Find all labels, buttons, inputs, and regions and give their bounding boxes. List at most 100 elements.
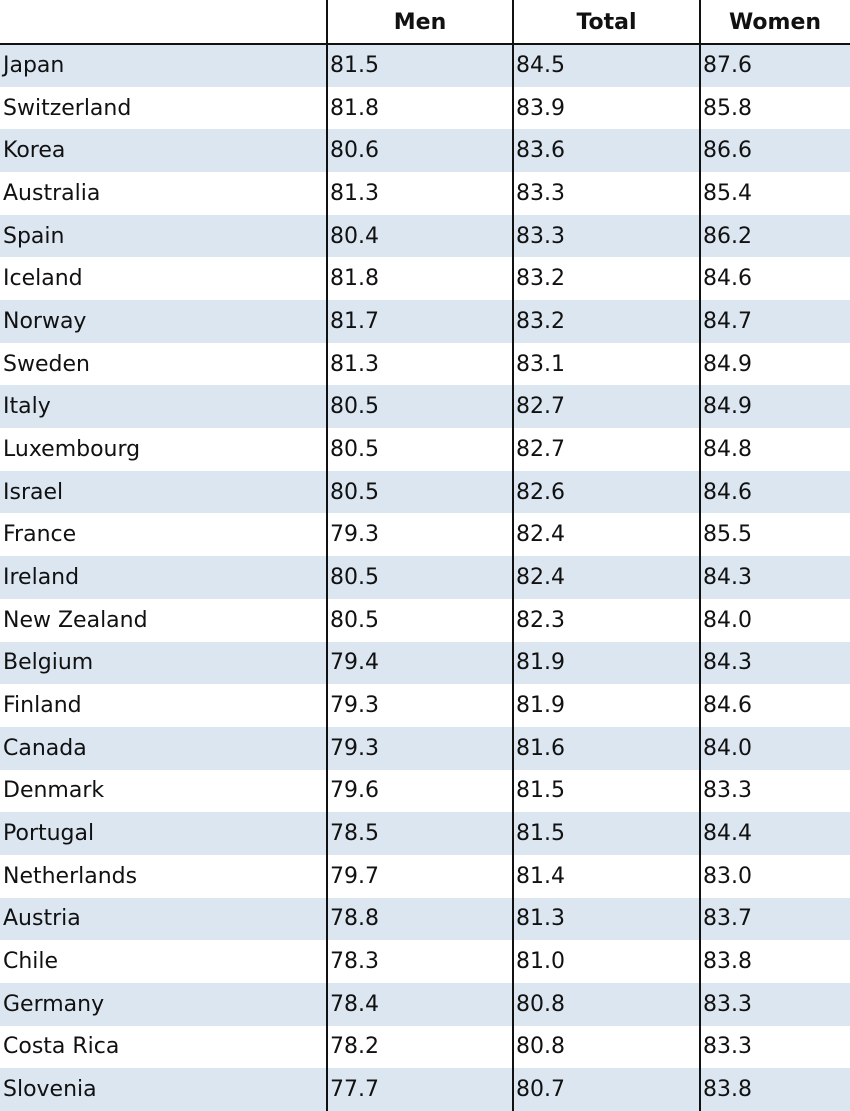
country-cell: Ireland xyxy=(3,564,80,590)
country-cell: New Zealand xyxy=(3,607,148,633)
value-cell: 82.4 xyxy=(516,564,565,590)
value-cell: 83.6 xyxy=(516,138,565,164)
column-border xyxy=(512,0,514,1111)
value-cell: 84.7 xyxy=(703,308,752,334)
country-cell: Canada xyxy=(3,735,87,761)
table-row: Italy 80.5 82.7 84.9 xyxy=(0,385,850,429)
value-cell: 80.7 xyxy=(516,1077,565,1103)
country-cell: Belgium xyxy=(3,650,94,676)
table-row: Switzerland 81.8 83.9 85.8 xyxy=(0,87,850,130)
table-row: Austria 78.8 81.3 83.7 xyxy=(0,897,850,941)
value-cell: 83.9 xyxy=(516,95,565,121)
country-cell: Germany xyxy=(3,991,105,1017)
country-cell: Luxembourg xyxy=(3,436,141,462)
country-cell: Austria xyxy=(3,906,81,932)
value-cell: 84.6 xyxy=(703,266,752,292)
country-cell: Spain xyxy=(3,223,65,249)
value-cell: 79.3 xyxy=(330,522,379,548)
value-cell: 81.0 xyxy=(516,949,565,975)
value-cell: 79.3 xyxy=(330,735,379,761)
country-cell: Finland xyxy=(3,693,82,719)
table-row: Australia 81.3 83.3 85.4 xyxy=(0,172,850,215)
value-cell: 85.5 xyxy=(703,522,752,548)
value-cell: 80.8 xyxy=(516,991,565,1017)
value-cell: 78.5 xyxy=(330,821,379,847)
value-cell: 79.4 xyxy=(330,650,379,676)
value-cell: 85.4 xyxy=(703,180,752,206)
column-header: Total xyxy=(576,9,637,35)
country-cell: Israel xyxy=(3,479,64,505)
table-row: Finland 79.3 81.9 84.6 xyxy=(0,684,850,727)
header-row: Men Total Women xyxy=(0,0,850,44)
value-cell: 84.5 xyxy=(516,52,565,78)
table-row: New Zealand 80.5 82.3 84.0 xyxy=(0,599,850,642)
table-row: Denmark 79.6 81.5 83.3 xyxy=(0,770,850,813)
value-cell: 79.6 xyxy=(330,778,379,804)
value-cell: 81.8 xyxy=(330,266,379,292)
value-cell: 83.7 xyxy=(703,906,752,932)
value-cell: 84.0 xyxy=(703,735,752,761)
table-row: Slovenia 77.7 80.7 83.8 xyxy=(0,1068,850,1111)
country-cell: Costa Rica xyxy=(3,1034,120,1060)
table-row: Canada 79.3 81.6 84.0 xyxy=(0,726,850,770)
table-row: Israel 80.5 82.6 84.6 xyxy=(0,470,850,514)
value-cell: 84.4 xyxy=(703,821,752,847)
value-cell: 83.8 xyxy=(703,949,752,975)
value-cell: 83.8 xyxy=(703,1077,752,1103)
table-row: France 79.3 82.4 85.5 xyxy=(0,513,850,556)
table-row: Luxembourg 80.5 82.7 84.8 xyxy=(0,428,850,471)
table-row: Iceland 81.8 83.2 84.6 xyxy=(0,257,850,300)
value-cell: 80.5 xyxy=(330,479,379,505)
value-cell: 80.5 xyxy=(330,394,379,420)
value-cell: 84.3 xyxy=(703,564,752,590)
column-header: Men xyxy=(393,9,447,35)
value-cell: 87.6 xyxy=(703,52,752,78)
country-cell: Japan xyxy=(3,52,65,78)
country-cell: Sweden xyxy=(3,351,90,377)
value-cell: 77.7 xyxy=(330,1077,379,1103)
value-cell: 84.0 xyxy=(703,607,752,633)
value-cell: 80.6 xyxy=(330,138,379,164)
value-cell: 83.3 xyxy=(703,991,752,1017)
country-cell: Norway xyxy=(3,308,87,334)
value-cell: 84.9 xyxy=(703,351,752,377)
value-cell: 83.3 xyxy=(703,778,752,804)
value-cell: 81.6 xyxy=(516,735,565,761)
country-cell: Slovenia xyxy=(3,1077,97,1103)
value-cell: 84.3 xyxy=(703,650,752,676)
header-border xyxy=(0,43,850,45)
country-cell: Chile xyxy=(3,949,59,975)
value-cell: 83.0 xyxy=(703,863,752,889)
value-cell: 82.7 xyxy=(516,436,565,462)
value-cell: 86.2 xyxy=(703,223,752,249)
country-cell: Switzerland xyxy=(3,95,132,121)
table-row: Chile 78.3 81.0 83.8 xyxy=(0,940,850,983)
value-cell: 80.4 xyxy=(330,223,379,249)
value-cell: 81.5 xyxy=(330,52,379,78)
value-cell: 81.9 xyxy=(516,693,565,719)
value-cell: 82.6 xyxy=(516,479,565,505)
value-cell: 78.3 xyxy=(330,949,379,975)
value-cell: 80.5 xyxy=(330,607,379,633)
value-cell: 83.3 xyxy=(516,180,565,206)
value-cell: 82.3 xyxy=(516,607,565,633)
country-cell: Italy xyxy=(3,394,51,420)
value-cell: 81.8 xyxy=(330,95,379,121)
table-row: Portugal 78.5 81.5 84.4 xyxy=(0,812,850,855)
value-cell: 81.5 xyxy=(516,821,565,847)
value-cell: 81.3 xyxy=(330,180,379,206)
value-cell: 81.3 xyxy=(330,351,379,377)
value-cell: 85.8 xyxy=(703,95,752,121)
value-cell: 83.3 xyxy=(703,1034,752,1060)
value-cell: 78.8 xyxy=(330,906,379,932)
value-cell: 82.4 xyxy=(516,522,565,548)
value-cell: 81.5 xyxy=(516,778,565,804)
country-cell: Australia xyxy=(3,180,101,206)
country-cell: Portugal xyxy=(3,821,95,847)
country-cell: Denmark xyxy=(3,778,105,804)
value-cell: 83.2 xyxy=(516,308,565,334)
table-row: Japan 81.5 84.5 87.6 xyxy=(0,44,850,87)
value-cell: 79.3 xyxy=(330,693,379,719)
table-row: Costa Rica 78.2 80.8 83.3 xyxy=(0,1026,850,1069)
